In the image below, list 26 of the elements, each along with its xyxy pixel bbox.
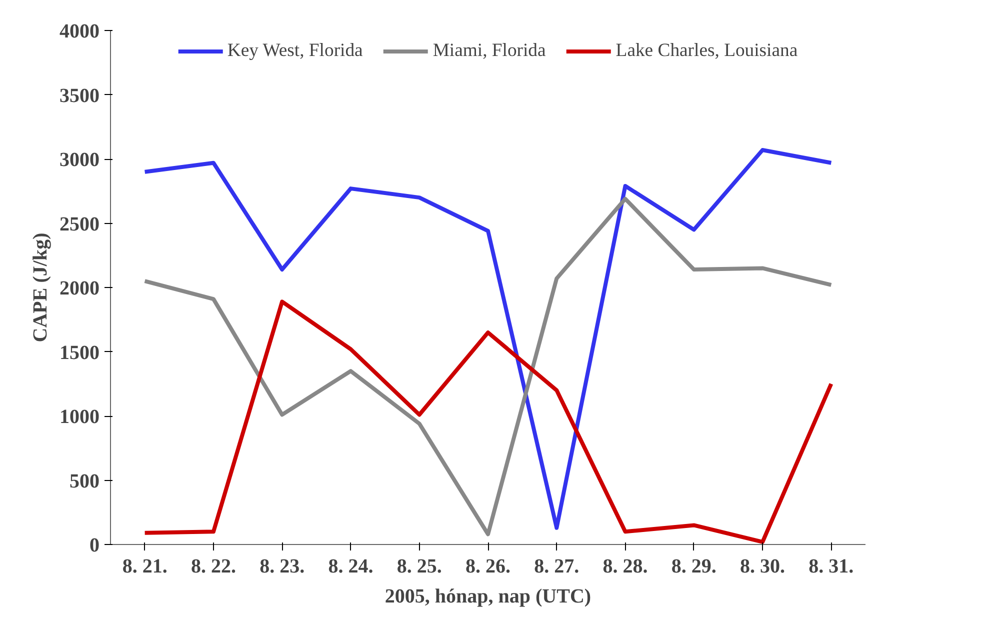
x-tick-label: 8. 21. <box>122 556 168 578</box>
y-tick-label: 4000 <box>60 20 100 42</box>
y-tick-label: 1000 <box>60 406 100 428</box>
legend-label: Lake Charles, Louisiana <box>616 40 798 62</box>
y-tick-label: 1500 <box>60 342 100 364</box>
x-tick-label: 8. 23. <box>260 556 305 578</box>
x-tick-label: 8. 24. <box>328 556 374 578</box>
x-tick-label: 8. 29. <box>671 556 716 578</box>
x-tick-label: 8. 22. <box>190 556 236 578</box>
x-tick-label: 8. 28. <box>602 556 648 578</box>
x-tick-label: 8. 25. <box>396 556 442 578</box>
y-tick-label: 3500 <box>60 84 100 107</box>
y-axis-title: CAPE (J/kg) <box>30 232 52 342</box>
x-axis-title: 2005, hónap, nap (UTC) <box>384 586 592 608</box>
y-tick-label: 3000 <box>60 149 100 171</box>
legend-label: Key West, Florida <box>227 40 363 62</box>
y-tick-label: 2500 <box>60 213 100 236</box>
y-tick-label: 0 <box>90 534 100 556</box>
legend-label: Miami, Florida <box>432 40 546 62</box>
line-series <box>142 300 834 544</box>
y-tick-label: 500 <box>70 470 100 492</box>
x-tick-label: 8. 30. <box>740 556 786 578</box>
x-tick-label: 8. 27. <box>534 556 580 578</box>
x-tick-label: 8. 31. <box>808 556 854 578</box>
y-tick-label: 2000 <box>60 278 100 300</box>
x-tick-label: 8. 26. <box>466 556 510 578</box>
